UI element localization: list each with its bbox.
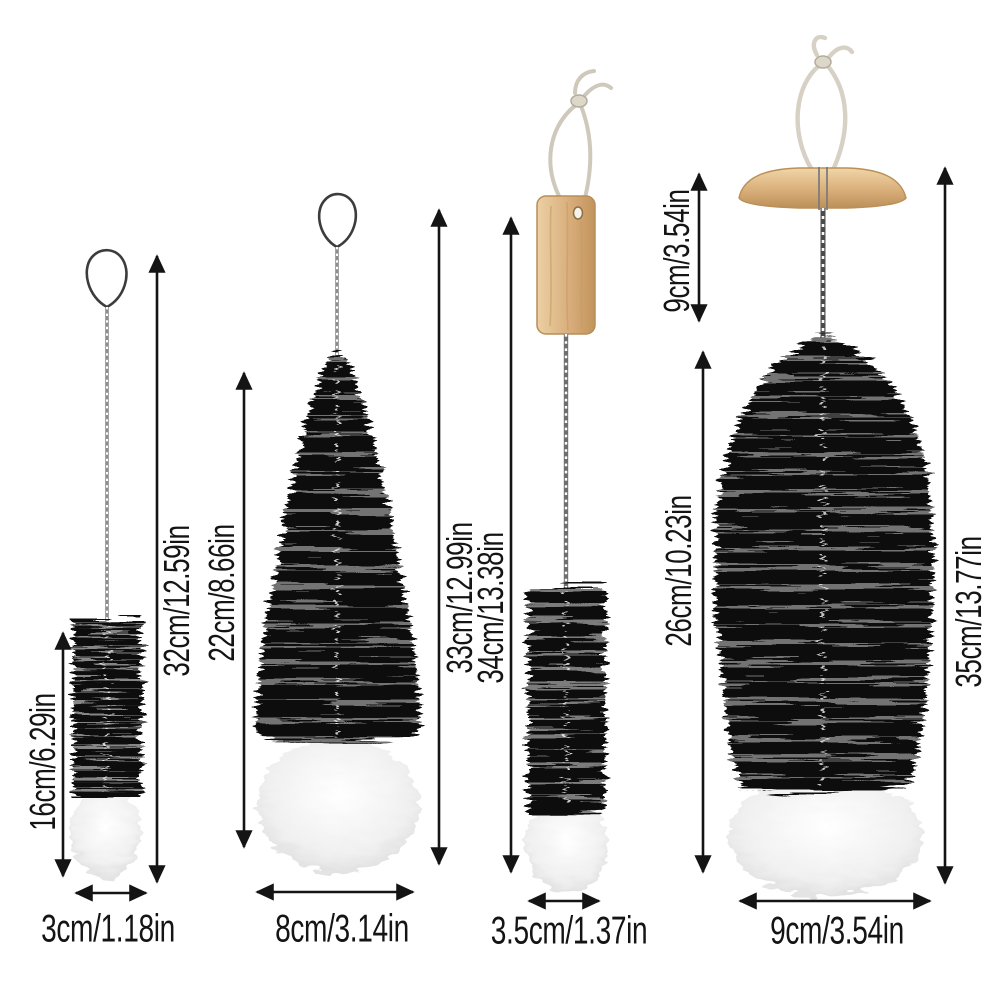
wire-loop-handle xyxy=(85,248,128,309)
brush1-width-label: 3cm/1.18in xyxy=(41,907,175,951)
bottle-bristle-section xyxy=(714,336,934,793)
brush1-bristle-length-label: 16cm/6.29in xyxy=(22,693,63,831)
brush2-width-label: 8cm/3.14in xyxy=(275,907,409,951)
soft-white-tip xyxy=(729,775,923,897)
brush3-width-label: 3.5cm/1.37in xyxy=(490,909,648,953)
wooden-t-bar-handle xyxy=(738,167,907,209)
brush3-total-length-label: 34cm/13.38in xyxy=(470,532,511,684)
brush4-width-label: 9cm/3.54in xyxy=(770,909,904,953)
rope-knot xyxy=(814,55,832,69)
wood-grain xyxy=(549,201,583,331)
rope-hole xyxy=(572,206,584,220)
hanging-rope xyxy=(795,34,855,173)
brush4-bristle-length-label: 26cm/10.23in xyxy=(658,495,699,647)
wire-loop-handle xyxy=(317,192,358,249)
rope-knot xyxy=(570,94,588,108)
brush-bottle-t-handle xyxy=(714,34,934,897)
dimension-arrows xyxy=(54,166,954,910)
wooden-cylinder-handle xyxy=(536,195,596,335)
hanging-rope xyxy=(548,69,613,214)
brush-cone-loop xyxy=(255,192,421,873)
brush1-total-length-label: 32cm/12.59in xyxy=(156,525,197,677)
brush2-bristle-length-label: 22cm/8.66in xyxy=(201,524,242,662)
brush4-handle-length-label: 9cm/3.54in xyxy=(656,189,697,313)
wire-wrap xyxy=(818,167,828,210)
soft-white-tip xyxy=(258,737,420,873)
brush4-total-length-label: 35cm/13.77in xyxy=(948,536,989,688)
brush-small-loop xyxy=(71,248,142,878)
brush-wood-handle xyxy=(526,69,613,893)
soft-white-tip xyxy=(71,788,141,878)
soft-white-tip xyxy=(526,799,608,893)
